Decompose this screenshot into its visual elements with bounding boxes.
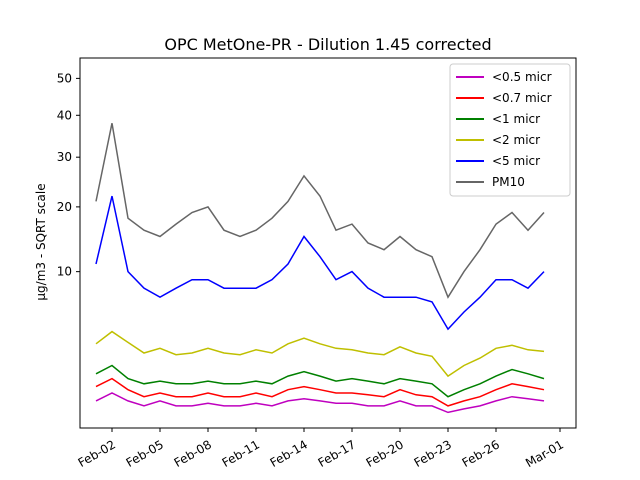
x-tick-label-0: Feb-02 — [76, 437, 118, 470]
x-tick-label-2: Feb-08 — [172, 437, 214, 470]
y-axis-label: µg/m3 - SQRT scale — [34, 183, 48, 300]
series-line-1 — [95, 377, 545, 407]
legend-label-4: <5 micr — [492, 154, 540, 168]
plot-frame — [79, 57, 577, 429]
series-line-5 — [95, 123, 545, 299]
y-tick-label-2: 30 — [57, 150, 72, 164]
plot-area — [79, 57, 577, 429]
series-line-4 — [95, 195, 545, 331]
x-tick-label-8: Feb-26 — [460, 437, 502, 470]
x-axis: Feb-02 Feb-05 Feb-08 Feb-11 Feb-14 Feb-17 Feb-… — [76, 428, 566, 470]
series-line-0 — [95, 392, 545, 414]
x-tick-label-3: Feb-11 — [220, 437, 262, 470]
x-tick-label-7: Feb-23 — [412, 437, 454, 470]
y-tick-label-0: 10 — [57, 265, 72, 279]
x-tick-label-4: Feb-14 — [268, 437, 310, 470]
x-tick-label-1: Feb-05 — [124, 437, 166, 470]
y-axis: 10 20 30 40 50 — [57, 71, 80, 279]
legend-label-2: <1 micr — [492, 112, 540, 126]
y-tick-label-4: 50 — [57, 71, 72, 85]
chart-title: OPC MetOne-PR - Dilution 1.45 corrected — [164, 35, 491, 54]
legend-label-5: PM10 — [492, 175, 525, 189]
x-tick-label-6: Feb-20 — [364, 437, 406, 470]
y-tick-label-3: 40 — [57, 108, 72, 122]
x-tick-label-9: Mar-01 — [523, 437, 566, 470]
legend-label-3: <2 micr — [492, 133, 540, 147]
legend-label-0: <0.5 micr — [492, 70, 552, 84]
x-tick-label-5: Feb-17 — [316, 437, 358, 470]
y-tick-label-1: 20 — [57, 200, 72, 214]
legend: <0.5 micr <0.7 micr <1 micr <2 micr <5 micr P… — [449, 63, 571, 197]
series-line-2 — [95, 364, 545, 398]
series-line-3 — [95, 330, 545, 378]
legend-label-1: <0.7 micr — [492, 91, 552, 105]
